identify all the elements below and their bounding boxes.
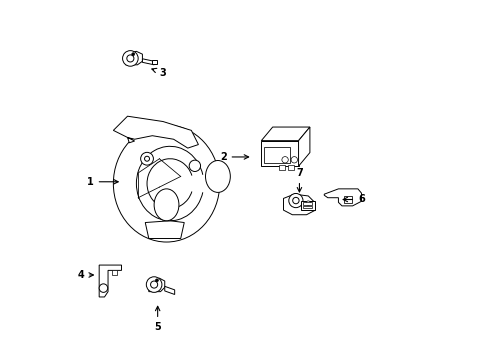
Polygon shape — [99, 265, 121, 297]
Text: 6: 6 — [343, 194, 364, 204]
Polygon shape — [298, 127, 309, 166]
Polygon shape — [148, 278, 164, 292]
Polygon shape — [324, 189, 361, 206]
Polygon shape — [142, 59, 154, 65]
Circle shape — [122, 51, 138, 66]
Text: 7: 7 — [295, 168, 302, 192]
Text: 2: 2 — [220, 152, 248, 162]
Bar — [344, 196, 351, 203]
Text: 4: 4 — [77, 270, 93, 280]
Polygon shape — [145, 221, 184, 238]
Ellipse shape — [154, 189, 179, 221]
Bar — [279, 166, 285, 170]
Circle shape — [126, 55, 134, 62]
Bar — [151, 60, 157, 64]
Circle shape — [99, 284, 107, 292]
Bar — [111, 270, 117, 275]
Bar — [301, 201, 315, 210]
Text: 1: 1 — [87, 177, 118, 187]
Circle shape — [150, 281, 157, 288]
Circle shape — [290, 157, 297, 163]
Polygon shape — [125, 51, 142, 65]
Ellipse shape — [205, 161, 230, 192]
Circle shape — [288, 193, 303, 208]
Bar — [261, 141, 298, 166]
Circle shape — [141, 152, 153, 165]
Circle shape — [292, 197, 299, 204]
Polygon shape — [164, 286, 174, 294]
Circle shape — [189, 160, 200, 171]
Polygon shape — [113, 116, 198, 148]
Polygon shape — [283, 194, 315, 215]
Bar — [264, 147, 290, 163]
Circle shape — [155, 279, 158, 282]
Ellipse shape — [113, 125, 219, 242]
Polygon shape — [261, 127, 309, 141]
Circle shape — [146, 277, 162, 292]
Text: 5: 5 — [154, 306, 161, 332]
Bar — [287, 166, 294, 170]
Text: 3: 3 — [152, 68, 165, 78]
Circle shape — [305, 201, 310, 205]
Circle shape — [144, 156, 149, 161]
Bar — [303, 206, 311, 208]
Circle shape — [132, 53, 134, 55]
Bar — [303, 202, 311, 205]
Circle shape — [281, 157, 288, 163]
